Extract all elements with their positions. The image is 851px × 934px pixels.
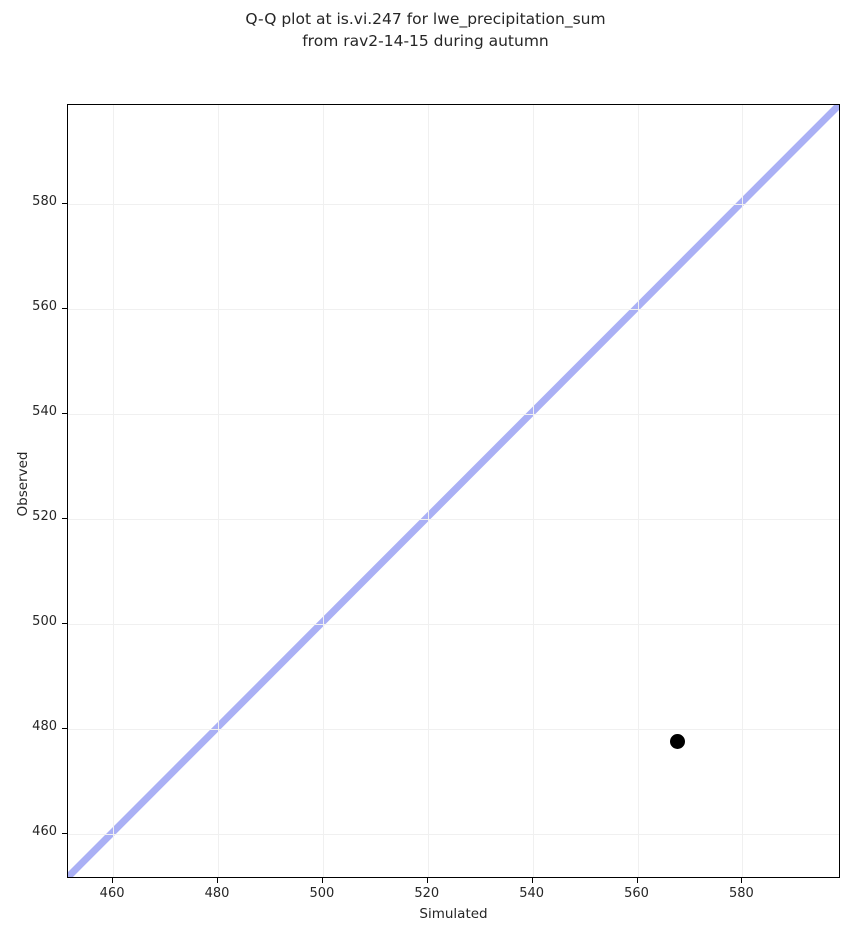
y-tick-mark [62, 307, 67, 309]
y-tick-label: 540 [32, 403, 57, 419]
y-tick-label: 560 [32, 298, 57, 314]
one-to-one-line [68, 105, 839, 877]
y-tick-mark [62, 517, 67, 519]
y-tick-mark [62, 202, 67, 204]
plot-area [67, 104, 840, 878]
gridline-vertical [532, 105, 534, 877]
gridline-horizontal [68, 308, 839, 310]
y-axis-label: Observed [15, 451, 31, 517]
reference-line [68, 105, 839, 877]
x-tick-label: 540 [519, 886, 545, 901]
x-tick-mark [112, 878, 114, 883]
x-tick-mark [636, 878, 638, 883]
x-tick-mark [426, 878, 428, 883]
x-tick-label: 520 [414, 886, 440, 901]
gridline-vertical [217, 105, 219, 877]
y-tick-labels: 460 480 500 520 540 560 580 [0, 0, 57, 934]
gridline-horizontal [68, 623, 839, 625]
y-tick-mark [62, 832, 67, 834]
gridline-vertical [322, 105, 324, 877]
chart-title: Q-Q plot at is.vi.247 for lwe_precipitat… [245, 10, 606, 50]
gridline-horizontal [68, 413, 839, 415]
gridline-horizontal [68, 203, 839, 205]
y-tick-mark [62, 622, 67, 624]
x-tick-label: 500 [309, 886, 335, 901]
scatter-point [670, 734, 686, 750]
y-tick-label: 460 [32, 823, 57, 839]
x-tick-mark [216, 878, 218, 883]
gridline-horizontal [68, 833, 839, 835]
gridline-vertical [113, 105, 115, 877]
y-tick-label: 500 [32, 613, 57, 629]
x-tick-mark [531, 878, 533, 883]
x-axis-label: Simulated [419, 906, 488, 922]
x-tick-label: 460 [99, 886, 125, 901]
y-tick-label: 480 [32, 718, 57, 734]
gridline-horizontal [68, 728, 839, 730]
gridline-vertical [742, 105, 744, 877]
x-tick-label: 480 [204, 886, 230, 901]
gridline-horizontal [68, 518, 839, 520]
gridline-vertical [637, 105, 639, 877]
x-tick-mark [321, 878, 323, 883]
y-tick-mark [62, 727, 67, 729]
x-tick-label: 580 [728, 886, 754, 901]
x-tick-label: 560 [624, 886, 649, 901]
gridline-vertical [427, 105, 429, 877]
y-tick-label: 520 [32, 508, 57, 524]
x-tick-mark [741, 878, 743, 883]
y-tick-label: 580 [32, 193, 57, 209]
y-tick-mark [62, 412, 67, 414]
